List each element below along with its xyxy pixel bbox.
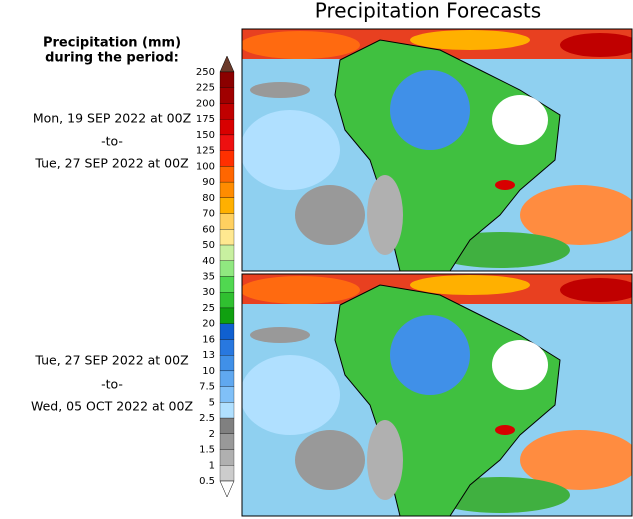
colorbar-label: 40 bbox=[202, 256, 215, 267]
colorbar-label: 1.5 bbox=[199, 445, 215, 456]
colorbar-label: 20 bbox=[202, 319, 215, 330]
colorbar-arrow bbox=[219, 480, 235, 498]
colorbar-segment bbox=[219, 71, 235, 88]
colorbar-label: 175 bbox=[196, 114, 215, 125]
colorbar-segment bbox=[219, 150, 235, 167]
legend-title: during the period: bbox=[45, 51, 179, 66]
colorbar-segment bbox=[219, 119, 235, 136]
colorbar-segment bbox=[219, 417, 235, 434]
colorbar-segment bbox=[219, 355, 235, 372]
colorbar-label: 0.5 bbox=[199, 476, 215, 487]
colorbar-segment bbox=[219, 433, 235, 450]
colorbar-label: 35 bbox=[202, 272, 215, 283]
colorbar-label: 50 bbox=[202, 240, 215, 251]
map-bottom bbox=[240, 273, 633, 517]
colorbar-segment bbox=[219, 402, 235, 419]
period-separator: -to- bbox=[101, 377, 123, 392]
colorbar-segment bbox=[219, 260, 235, 277]
colorbar-segment bbox=[219, 292, 235, 309]
colorbar-segment bbox=[219, 213, 235, 230]
colorbar-label: 5 bbox=[209, 397, 215, 408]
colorbar-label: 1 bbox=[209, 460, 215, 471]
period-start: Mon, 19 SEP 2022 at 00Z bbox=[33, 111, 191, 126]
colorbar-label: 150 bbox=[196, 130, 215, 141]
colorbar-label: 125 bbox=[196, 146, 215, 157]
colorbar-label: 200 bbox=[196, 98, 215, 109]
colorbar-segment bbox=[219, 339, 235, 356]
colorbar-segment bbox=[219, 197, 235, 214]
legend-title: Precipitation (mm) bbox=[43, 36, 181, 51]
colorbar-segment bbox=[219, 103, 235, 120]
colorbar-label: 10 bbox=[202, 366, 215, 377]
colorbar-segment bbox=[219, 229, 235, 246]
colorbar-label: 250 bbox=[196, 67, 215, 78]
colorbar-label: 13 bbox=[202, 350, 215, 361]
period-separator: -to- bbox=[101, 134, 123, 149]
colorbar-label: 2.5 bbox=[199, 413, 215, 424]
colorbar-segment bbox=[219, 307, 235, 324]
colorbar-label: 25 bbox=[202, 303, 215, 314]
colorbar-segment bbox=[219, 181, 235, 198]
title: Precipitation Forecasts bbox=[315, 0, 541, 23]
colorbar-label: 225 bbox=[196, 83, 215, 94]
colorbar-label: 30 bbox=[202, 287, 215, 298]
colorbar-label: 100 bbox=[196, 161, 215, 172]
colorbar-label: 7.5 bbox=[199, 382, 215, 393]
colorbar-segment bbox=[219, 386, 235, 403]
colorbar-label: 16 bbox=[202, 334, 215, 345]
period-end: Tue, 27 SEP 2022 at 00Z bbox=[34, 156, 188, 171]
colorbar-label: 2 bbox=[209, 429, 215, 440]
colorbar-segment bbox=[219, 276, 235, 293]
colorbar-segment bbox=[219, 449, 235, 466]
colorbar-segment bbox=[219, 465, 235, 482]
period-end: Wed, 05 OCT 2022 at 00Z bbox=[31, 399, 193, 414]
colorbar-segment bbox=[219, 323, 235, 340]
colorbar-label: 70 bbox=[202, 209, 215, 220]
map-top bbox=[240, 28, 633, 272]
colorbar: 2502252001751501251009080706050403530252… bbox=[196, 55, 235, 498]
colorbar-label: 90 bbox=[202, 177, 215, 188]
colorbar-segment bbox=[219, 134, 235, 151]
colorbar-segment bbox=[219, 244, 235, 261]
colorbar-segment bbox=[219, 166, 235, 183]
colorbar-label: 60 bbox=[202, 224, 215, 235]
period-start: Tue, 27 SEP 2022 at 00Z bbox=[34, 353, 188, 368]
colorbar-segment bbox=[219, 370, 235, 387]
colorbar-segment bbox=[219, 87, 235, 104]
colorbar-label: 80 bbox=[202, 193, 215, 204]
colorbar-arrow bbox=[219, 55, 235, 73]
